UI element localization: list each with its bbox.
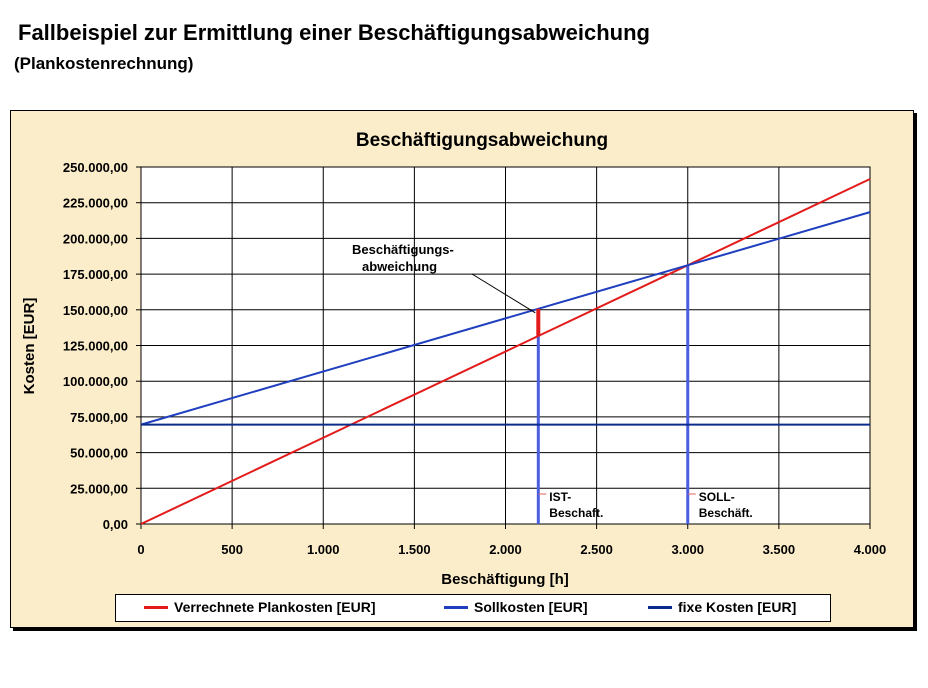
y-tick-label: 125.000,00 xyxy=(63,339,128,354)
y-tick-label: 0,00 xyxy=(103,517,128,532)
y-axis-label: Kosten [EUR] xyxy=(21,298,38,395)
x-tick-label: 2.500 xyxy=(580,542,613,557)
legend: Verrechnete Plankosten [EUR] Sollkosten … xyxy=(115,594,831,622)
x-tick-label: 1.000 xyxy=(307,542,340,557)
x-tick-label: 1.500 xyxy=(398,542,431,557)
y-tick-label: 25.000,00 xyxy=(70,481,128,496)
legend-item-fixe: fixe Kosten [EUR] xyxy=(648,599,796,615)
x-tick-label: 3.500 xyxy=(763,542,796,557)
series-line-sollkosten xyxy=(140,211,871,426)
legend-label-fixe: fixe Kosten [EUR] xyxy=(678,599,797,615)
x-axis-label: Beschäftigung [h] xyxy=(441,571,569,588)
y-tick-label: 75.000,00 xyxy=(70,410,128,425)
plot-border xyxy=(140,166,871,525)
x-tick-label: 500 xyxy=(221,542,243,557)
x-tick-label: 2.000 xyxy=(489,542,522,557)
y-tick-label: 175.000,00 xyxy=(63,267,128,282)
y-tick-label: 100.000,00 xyxy=(63,374,128,389)
deviation-label: Beschäftigungs-abweichung xyxy=(352,242,454,274)
legend-item-verrechnete: Verrechnete Plankosten [EUR] xyxy=(144,599,376,615)
x-tick-label: 0 xyxy=(137,542,144,557)
page-subtitle: (Plankostenrechnung) xyxy=(14,54,194,73)
legend-swatch-sollkosten xyxy=(444,605,468,609)
page-title: Fallbeispiel zur Ermittlung einer Beschä… xyxy=(18,20,650,45)
x-tick-label: 3.000 xyxy=(671,542,704,557)
marker-label: IST-Beschaft. xyxy=(549,490,603,520)
legend-label-sollkosten: Sollkosten [EUR] xyxy=(474,599,588,615)
legend-swatch-fixe xyxy=(648,605,672,609)
deviation-leader xyxy=(471,273,536,314)
legend-item-sollkosten: Sollkosten [EUR] xyxy=(444,599,588,615)
y-tick-label: 200.000,00 xyxy=(63,231,128,246)
y-tick-label: 250.000,00 xyxy=(63,160,128,175)
y-tick-label: 50.000,00 xyxy=(70,446,128,461)
legend-label-verrechnete: Verrechnete Plankosten [EUR] xyxy=(174,599,376,615)
series-line-verrechnete xyxy=(140,178,871,525)
y-tick-label: 150.000,00 xyxy=(63,303,128,318)
marker-label: SOLL-Beschäft. xyxy=(699,490,753,520)
x-tick-label: 4.000 xyxy=(854,542,887,557)
legend-swatch-verrechnete xyxy=(144,605,168,609)
y-tick-label: 225.000,00 xyxy=(63,196,128,211)
chart-title: Beschäftigungsabweichung xyxy=(356,130,608,151)
